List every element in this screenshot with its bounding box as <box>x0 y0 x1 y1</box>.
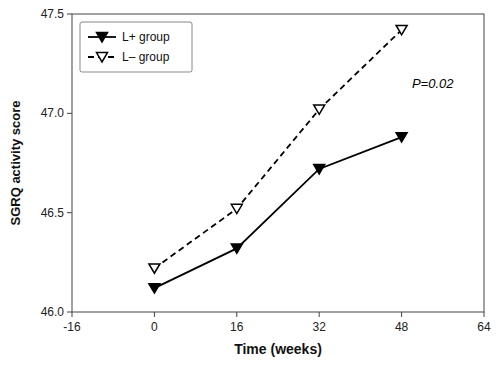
point-marker <box>396 25 407 34</box>
x-tick <box>401 312 402 317</box>
legend: L+ group L– group <box>80 22 192 72</box>
y-tick-label: 47.0 <box>41 106 65 120</box>
legend-label: L– group <box>122 50 170 64</box>
x-tick-label: 32 <box>313 320 327 334</box>
annotation: P=0.02 <box>412 76 454 91</box>
point-marker <box>396 133 407 142</box>
y-tick <box>67 312 72 313</box>
point-marker <box>231 244 242 253</box>
y-axis-label: SGRQ activity score <box>8 101 23 226</box>
x-tick-label: 0 <box>151 320 158 334</box>
point-marker <box>149 264 160 273</box>
point-marker <box>314 165 325 174</box>
x-tick <box>154 312 155 317</box>
x-tick-label: 16 <box>230 320 244 334</box>
legend-marker <box>97 53 108 62</box>
x-tick <box>319 312 320 317</box>
x-tick-label: -16 <box>63 320 81 334</box>
background <box>0 0 500 368</box>
legend-box <box>80 22 192 72</box>
x-tick-label: 64 <box>477 320 491 334</box>
x-tick <box>236 312 237 317</box>
y-tick <box>67 212 72 213</box>
chart: -16 0 16 32 48 64 46.0 46.5 47.0 47.5 Time (weeks)… <box>0 0 500 368</box>
x-axis-label: Time (weeks) <box>234 341 322 357</box>
y-tick-label: 46.5 <box>41 206 65 220</box>
legend-marker <box>97 33 108 42</box>
y-tick-label: 46.0 <box>41 305 65 319</box>
y-tick-label: 47.5 <box>41 7 65 21</box>
point-marker <box>314 105 325 114</box>
x-tick-label: 48 <box>395 320 409 334</box>
plot-frame <box>72 14 484 312</box>
point-marker <box>231 204 242 213</box>
x-tick <box>72 312 73 317</box>
y-tick <box>67 14 72 15</box>
legend-label: L+ group <box>122 30 170 44</box>
y-tick <box>67 113 72 114</box>
axes: -16 0 16 32 48 64 46.0 46.5 47.0 47.5 <box>41 7 491 334</box>
x-tick <box>484 312 485 317</box>
point-marker <box>149 284 160 293</box>
